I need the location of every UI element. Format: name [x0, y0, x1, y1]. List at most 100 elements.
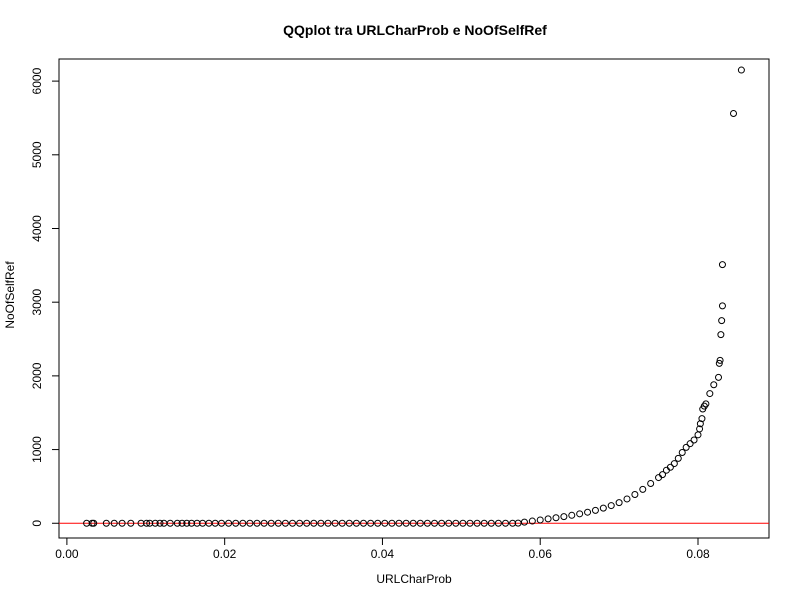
data-point — [599, 504, 607, 512]
x-axis: 0.00 0.02 0.04 0.06 0.08 — [55, 538, 710, 561]
x-tick-label: 0.04 — [371, 547, 395, 561]
data-point — [639, 485, 647, 493]
data-point — [584, 508, 592, 516]
data-point — [717, 331, 725, 339]
data-point — [438, 519, 446, 527]
data-point — [473, 519, 481, 527]
data-point — [591, 506, 599, 514]
data-point — [127, 519, 135, 527]
data-point — [552, 514, 560, 522]
data-point — [260, 519, 268, 527]
data-point — [466, 519, 474, 527]
data-point — [715, 359, 723, 367]
data-point — [631, 491, 639, 499]
data-point — [694, 431, 702, 439]
data-point — [686, 440, 694, 448]
data-point — [296, 519, 304, 527]
y-tick-label: 0 — [30, 520, 44, 527]
data-point — [718, 302, 726, 310]
y-tick-label: 6000 — [30, 67, 44, 94]
x-tick-label: 0.00 — [55, 547, 79, 561]
data-point — [445, 519, 453, 527]
data-point — [352, 519, 360, 527]
data-point — [274, 519, 282, 527]
data-point — [267, 519, 275, 527]
data-point — [110, 519, 118, 527]
data-point — [367, 519, 375, 527]
y-tick-label: 4000 — [30, 215, 44, 242]
y-axis-label: NoOfSelfRef — [3, 261, 17, 329]
data-point — [281, 519, 289, 527]
data-point — [615, 499, 623, 507]
data-point — [718, 261, 726, 269]
data-point — [102, 519, 110, 527]
data-point — [494, 519, 502, 527]
data-point — [90, 519, 98, 527]
data-point — [331, 519, 339, 527]
data-point — [520, 518, 528, 526]
data-point — [698, 415, 706, 423]
data-point — [690, 436, 698, 444]
chart-title: QQplot tra URLCharProb e NoOfSelfRef — [283, 22, 547, 38]
data-point — [696, 425, 704, 433]
data-point — [623, 495, 631, 503]
data-point — [730, 110, 737, 118]
data-point — [303, 519, 311, 527]
y-tick-label: 5000 — [30, 141, 44, 168]
data-point — [178, 519, 186, 527]
data-point — [544, 515, 552, 523]
data-point — [659, 471, 666, 479]
data-point — [674, 454, 682, 462]
data-point — [670, 460, 678, 468]
data-point — [310, 519, 318, 527]
data-point — [737, 66, 745, 74]
data-point — [317, 519, 325, 527]
data-point — [345, 519, 353, 527]
data-point — [246, 519, 254, 527]
data-point — [560, 513, 568, 521]
data-point — [402, 519, 410, 527]
y-tick-label: 2000 — [30, 362, 44, 389]
plot-frame — [58, 58, 770, 539]
data-point — [166, 519, 174, 527]
data-points — [83, 66, 745, 527]
data-point — [409, 519, 417, 527]
data-point — [395, 519, 403, 527]
data-point — [459, 519, 467, 527]
data-point — [706, 390, 714, 398]
data-point — [718, 317, 726, 325]
data-point — [576, 510, 584, 518]
data-point — [338, 519, 346, 527]
data-point — [239, 519, 247, 527]
data-point — [232, 519, 240, 527]
x-axis-label: URLCharProb — [376, 572, 452, 586]
data-point — [487, 519, 495, 527]
x-tick-label: 0.06 — [529, 547, 553, 561]
data-point — [715, 373, 723, 381]
data-point — [324, 519, 332, 527]
data-point — [502, 519, 510, 527]
data-point — [666, 463, 674, 471]
data-point — [225, 519, 233, 527]
data-point — [682, 443, 690, 451]
y-axis: 0 1000 2000 3000 4000 5000 6000 — [30, 67, 59, 527]
data-point — [253, 519, 261, 527]
data-point — [289, 519, 297, 527]
data-point — [218, 519, 226, 527]
data-point — [423, 519, 431, 527]
x-tick-label: 0.02 — [213, 547, 237, 561]
data-point — [528, 517, 536, 525]
data-point — [678, 449, 686, 457]
data-point — [360, 519, 368, 527]
data-point — [710, 381, 718, 389]
data-point — [480, 519, 488, 527]
data-point — [156, 519, 164, 527]
data-point — [173, 519, 181, 527]
data-point — [607, 502, 615, 510]
data-point — [431, 519, 439, 527]
y-tick-label: 3000 — [30, 289, 44, 316]
data-point — [647, 479, 655, 487]
data-point — [381, 519, 389, 527]
data-point — [536, 516, 544, 524]
